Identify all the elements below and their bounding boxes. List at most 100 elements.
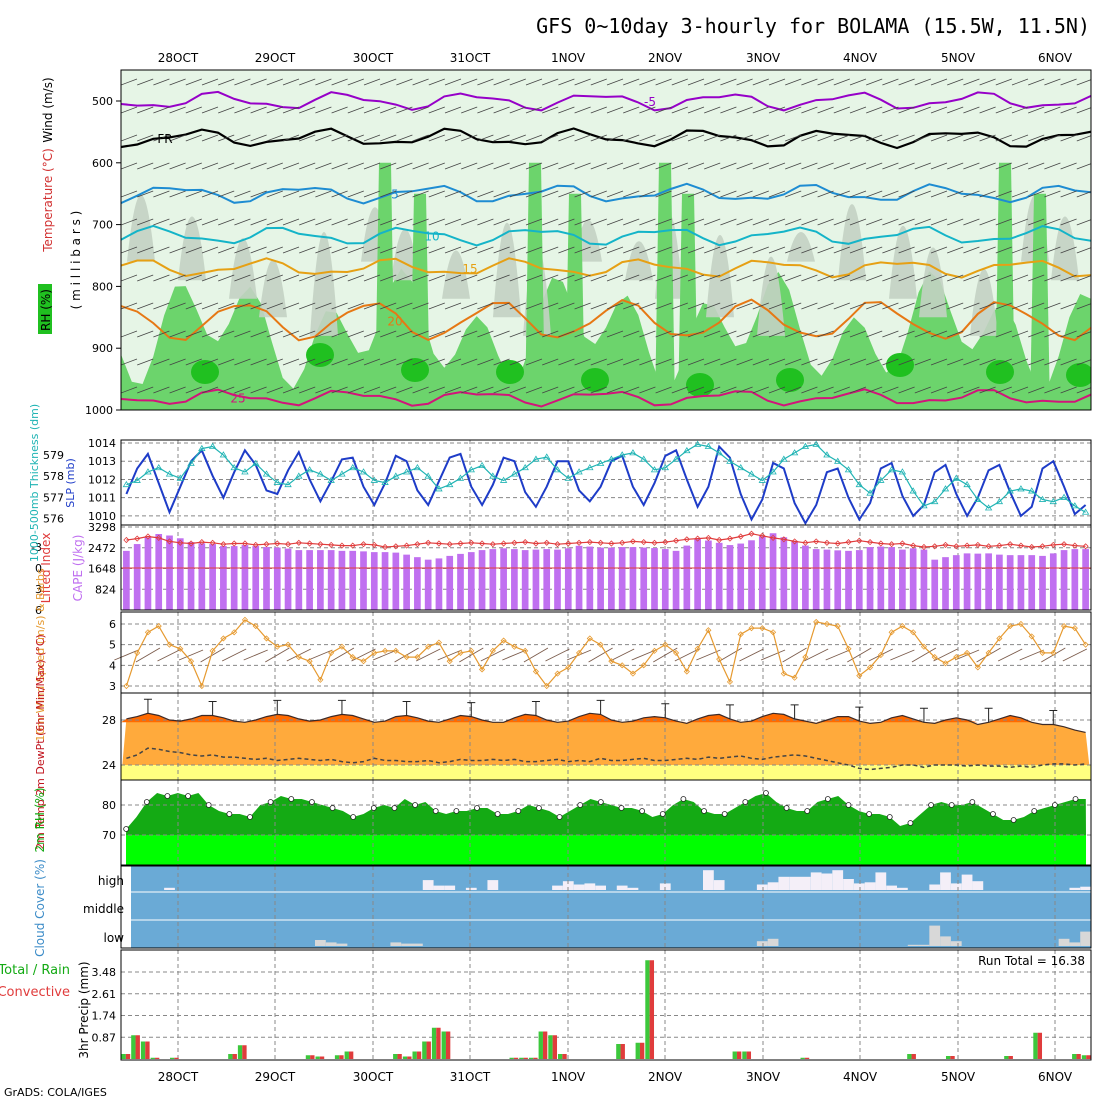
wind-barb (299, 190, 316, 198)
wind-speed-marker (716, 656, 723, 663)
wind-barb (801, 246, 818, 254)
wind-barb (1044, 218, 1061, 226)
rh-tick-label: 80 (102, 799, 116, 812)
wind-barb (201, 134, 219, 142)
wind-barb (201, 218, 219, 226)
wind-barb (736, 190, 753, 198)
high-cloud-bar (465, 887, 477, 890)
wind-speed-marker (468, 647, 475, 654)
wind-barb (606, 246, 624, 254)
lifted-marker (478, 540, 486, 547)
wind-barb (363, 78, 381, 86)
wind-barb (979, 190, 996, 198)
wind-barb (1044, 190, 1061, 198)
wind-barb (768, 106, 786, 114)
cape-bar (629, 547, 637, 610)
wind-barb (282, 218, 300, 226)
wind-barb (720, 246, 737, 254)
wind-barb (801, 106, 818, 114)
high-cloud-bar (940, 872, 951, 890)
lifted-marker (791, 538, 798, 545)
chart-title: GFS 0~10day 3-hourly for BOLAMA (15.5W, … (536, 14, 1090, 38)
rh-mid-band (127, 194, 155, 262)
wind-barb (347, 274, 364, 282)
isotherm-line (121, 127, 1091, 150)
wind-barb (1076, 387, 1091, 394)
wind-barb (898, 134, 915, 142)
wind-barb (169, 190, 186, 198)
wind-speed-marker (489, 647, 496, 654)
wind-barb (315, 386, 332, 394)
pressure-tick-label: 800 (92, 280, 113, 293)
wind-barb (542, 246, 559, 254)
wind-barb (347, 246, 364, 254)
wind-barb (201, 302, 219, 310)
wind-barb (655, 218, 672, 226)
high-cloud-bar (853, 883, 865, 890)
wind-barb (817, 302, 834, 310)
wind-barb (1060, 134, 1077, 142)
wind-barb (444, 302, 462, 310)
wind-barb (135, 647, 161, 663)
wind-barb (995, 190, 1012, 198)
convective-bar (348, 1051, 354, 1059)
lifted-marker (953, 543, 960, 550)
wind-speed-marker (457, 649, 464, 656)
wind-barb (801, 134, 818, 142)
wind-barb (428, 134, 445, 142)
rh-marker (288, 796, 295, 802)
convective-label: Convective (0, 985, 70, 1000)
wind-barb (1028, 106, 1045, 114)
rain-bar (422, 1041, 427, 1059)
cape-bar (446, 555, 454, 610)
wind-barb (299, 218, 316, 226)
rain-bar (742, 1051, 747, 1059)
lifted-marker (974, 541, 981, 548)
wind-barb (169, 302, 186, 310)
date-label: 28OCT (158, 51, 199, 65)
date-label: 1NOV (551, 1070, 586, 1084)
cape-tick-label: 3298 (88, 521, 116, 534)
high-cloud-bar (972, 881, 984, 890)
wind-barb (963, 330, 980, 338)
wind-barb (914, 274, 931, 282)
wind-barb (817, 162, 834, 170)
lifted-marker (694, 535, 701, 542)
cape-bar (414, 557, 421, 610)
wind-barb (218, 78, 235, 86)
wind-barb (1011, 274, 1029, 282)
rh-marker (143, 799, 150, 805)
wind-barb (299, 162, 316, 170)
wind-barb (315, 78, 332, 86)
wind-barb (947, 190, 964, 198)
lifted-marker (338, 542, 346, 549)
rh-marker (721, 811, 728, 817)
wind-barb (477, 358, 494, 366)
wind-barb (655, 134, 672, 142)
wind-barb (347, 190, 364, 198)
wind-barb (347, 358, 364, 366)
wind-barb (444, 218, 462, 226)
convective-bar (154, 1057, 160, 1059)
wind-barb (459, 647, 484, 663)
wind-barb (347, 302, 364, 310)
cape-bar (920, 549, 928, 610)
wind-barb (574, 134, 591, 142)
wind-barb (1044, 78, 1061, 86)
wind-barb (266, 106, 283, 114)
wind-barb (1060, 190, 1077, 198)
wind-barb (428, 246, 445, 254)
wind-barb (282, 302, 300, 310)
wind-barb (558, 190, 575, 198)
cape-bar (273, 547, 281, 610)
wind-speed-marker (759, 625, 766, 632)
rh-marker (329, 805, 336, 811)
lifted-marker (532, 540, 540, 547)
wind-tick-label: 3 (109, 680, 116, 693)
wind-barb (509, 246, 526, 254)
isotherm-line (121, 298, 1091, 342)
wind-barb (461, 106, 478, 114)
thickness-marker (1071, 502, 1079, 509)
wind-barb (558, 358, 575, 366)
lifted-marker (726, 535, 734, 542)
